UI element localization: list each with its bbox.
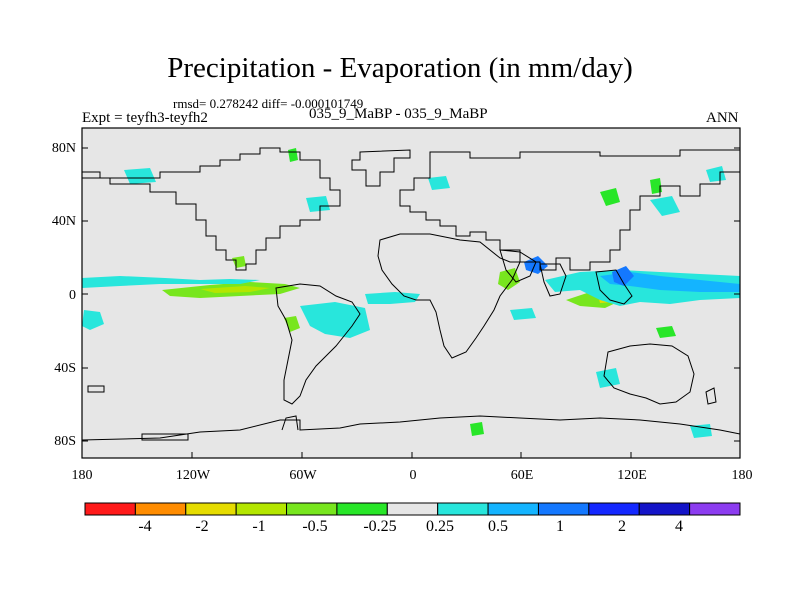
anomaly-siberia (428, 176, 450, 190)
anomaly-australia (596, 368, 620, 388)
anomaly-maritime-continent (612, 266, 634, 286)
colorbar-swatch (286, 502, 338, 516)
coastline-india (539, 263, 567, 297)
anomaly-itcz-core (200, 286, 270, 293)
colorbar-swatch (487, 502, 539, 516)
plot-title: Precipitation - Evaporation (in mm/day) (167, 52, 633, 84)
lat-tick-label: 80N (51, 141, 76, 156)
colorbar-label: -0.5 (302, 518, 328, 535)
coastline-small-island (87, 385, 105, 393)
anomaly-atlantic-itcz (365, 292, 420, 304)
cases-label: 035_9_MaBP - 035_9_MaBP (309, 106, 488, 122)
anomaly-east-asia (600, 188, 620, 206)
lat-tick-label: 80S (54, 434, 76, 449)
coastline-arabia (499, 249, 537, 283)
lat-tick-label: 40S (54, 361, 76, 376)
anomaly-australia-south (656, 326, 676, 338)
colorbar-swatch (386, 502, 439, 516)
coastline-south-america (275, 283, 361, 405)
colorbar-label: 0.25 (426, 518, 454, 535)
lon-tick-label: 120E (617, 468, 647, 483)
continent-outlines (81, 147, 741, 441)
colorbar-swatch (689, 502, 741, 516)
colorbar-swatch (537, 502, 590, 516)
lon-tick-label: 60W (289, 468, 317, 483)
anomaly-pacific-itcz-band (82, 276, 260, 288)
coastline-new-zealand (705, 387, 717, 405)
lon-tick-label: 180 (71, 468, 93, 483)
anomaly-north-pacific (650, 178, 662, 194)
coastline-north-america (82, 147, 341, 271)
anomaly-greenland-sea (706, 166, 726, 182)
colorbar (84, 502, 741, 516)
colorbar-label: -1 (252, 518, 266, 535)
anomaly-western-pacific-band (545, 270, 740, 306)
colorbar-swatch (235, 502, 288, 516)
coastline-southeast-asia (595, 269, 633, 305)
coastline-antarctica (81, 415, 741, 441)
colorbar-label: 1 (556, 518, 564, 535)
colorbar-swatch (588, 502, 640, 516)
experiment-label: Expt = teyfh3-teyfh2 (82, 110, 208, 126)
lon-tick-label: 180 (731, 468, 753, 483)
map-ticks (81, 147, 741, 458)
colorbar-label: 2 (618, 518, 626, 535)
colorbar-label: 4 (675, 518, 683, 535)
anomaly-antarctic (470, 422, 484, 436)
map-frame (81, 127, 741, 459)
anomaly-arctic-canada (124, 168, 156, 184)
anomaly-fill-layer (82, 148, 740, 438)
stats-line: rmsd= 0.278242 diff= -0.000101749 (173, 96, 364, 111)
anomaly-indian-south (510, 308, 536, 320)
lat-tick-label: 40N (51, 214, 76, 229)
anomaly-north-pacific-west (650, 196, 680, 216)
anomaly-western-pacific-strong (600, 272, 740, 292)
anomaly-amazon (300, 302, 370, 338)
coastline-antarctic-peninsula (281, 415, 299, 431)
colorbar-swatch (84, 502, 136, 516)
season-label: ANN (706, 110, 739, 126)
coastline-australia (603, 343, 695, 405)
colorbar-label: -0.25 (363, 518, 397, 535)
anomaly-north-america (306, 196, 330, 212)
colorbar-swatch (437, 502, 489, 516)
coastline-africa (377, 233, 521, 359)
colorbar-swatch (638, 502, 691, 516)
coastline-ice-shelf (141, 433, 189, 441)
lat-tick-label: 0 (69, 288, 76, 303)
lon-tick-label: 0 (409, 468, 417, 483)
lon-tick-label: 60E (510, 468, 534, 483)
anomaly-south-pacific (82, 310, 104, 330)
anomaly-south-america (284, 316, 300, 332)
coastline-greenland (351, 149, 411, 187)
colorbar-label: -2 (195, 518, 209, 535)
lon-tick-label: 120W (175, 468, 211, 483)
colorbar-swatch (336, 502, 388, 516)
colorbar-label: -4 (138, 518, 152, 535)
colorbar-swatch (185, 502, 237, 516)
colorbar-swatch (134, 502, 187, 516)
colorbar-label: 0.5 (488, 518, 508, 535)
